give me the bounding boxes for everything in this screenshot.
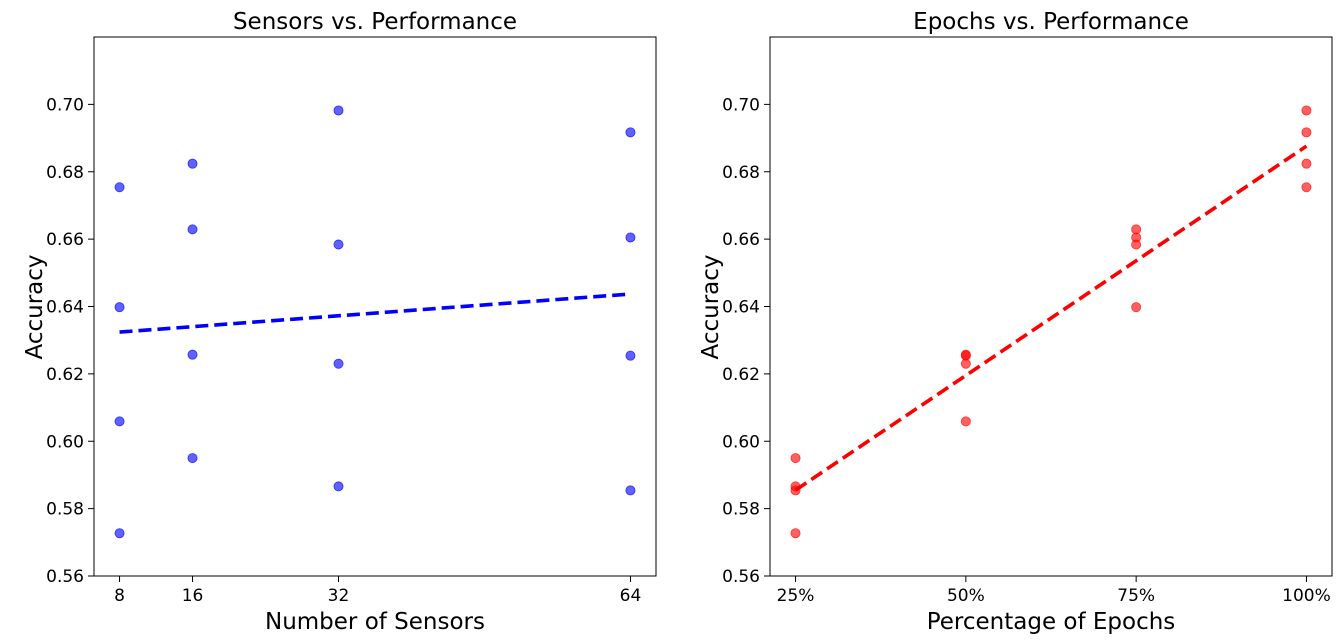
data-point: [114, 416, 125, 427]
data-point: [187, 224, 198, 235]
y-tick-label: 0.64: [722, 298, 760, 318]
plot-area: 0.56 0.58 0.60 0.62 0.64 0.66 0.68 0.70 8 16 32 64: [46, 36, 657, 606]
data-point: [1131, 302, 1142, 313]
x-axis-label: Percentage of Epochs: [927, 609, 1176, 635]
y-tick-label: 0.66: [46, 230, 84, 250]
sensors-panel: Sensors vs. Performance Number of Sensor…: [22, 9, 657, 635]
trend-line: [794, 144, 1308, 492]
y-tick-label: 0.58: [722, 500, 760, 520]
data-point: [625, 232, 636, 243]
data-point: [625, 127, 636, 138]
x-axis-label: Number of Sensors: [265, 609, 485, 635]
y-axis-label: Accuracy: [698, 254, 724, 359]
y-tick-label: 0.60: [46, 432, 84, 452]
x-tick-label: 100%: [1282, 586, 1331, 606]
data-point: [333, 105, 344, 116]
y-axis-label: Accuracy: [22, 254, 48, 359]
data-point: [625, 350, 636, 361]
plot-frame: [93, 36, 657, 577]
data-point: [1131, 224, 1142, 235]
data-point: [333, 481, 344, 492]
data-point: [625, 485, 636, 496]
y-tick-label: 0.70: [46, 95, 84, 115]
data-point: [960, 349, 971, 360]
y-tick-label: 0.64: [46, 298, 84, 318]
y-tick-label: 0.70: [722, 95, 760, 115]
data-point: [1301, 158, 1312, 169]
data-point: [960, 416, 971, 427]
data-point: [187, 158, 198, 169]
trend-line: [119, 292, 631, 334]
x-tick-label: 64: [620, 586, 642, 606]
data-point: [333, 358, 344, 369]
data-point: [114, 528, 125, 539]
plot-frame: [769, 36, 1333, 577]
data-point: [114, 302, 125, 313]
x-tick-label: 25%: [777, 586, 815, 606]
x-tick-label: 8: [114, 586, 125, 606]
x-tick-label: 75%: [1117, 586, 1155, 606]
data-point: [790, 528, 801, 539]
data-point: [1301, 127, 1312, 138]
y-tick-label: 0.68: [722, 163, 760, 183]
epochs-panel: Epochs vs. Performance Percentage of Epo…: [698, 9, 1333, 635]
x-tick-label: 32: [328, 586, 350, 606]
data-point: [1301, 105, 1312, 116]
data-point: [333, 239, 344, 250]
data-point: [790, 453, 801, 464]
y-tick-label: 0.62: [46, 365, 84, 385]
y-tick-label: 0.56: [722, 567, 760, 587]
y-tick-label: 0.60: [722, 432, 760, 452]
data-point: [187, 453, 198, 464]
chart-title: Sensors vs. Performance: [233, 9, 517, 35]
y-tick-label: 0.62: [722, 365, 760, 385]
x-tick-label: 16: [182, 586, 204, 606]
data-point: [187, 349, 198, 360]
y-tick-label: 0.68: [46, 163, 84, 183]
y-tick-label: 0.66: [722, 230, 760, 250]
data-point: [114, 182, 125, 193]
y-tick-label: 0.58: [46, 500, 84, 520]
y-tick-label: 0.56: [46, 567, 84, 587]
data-point: [1301, 182, 1312, 193]
plot-area: 0.56 0.58 0.60 0.62 0.64 0.66 0.68 0.70 25% 50% 75…: [722, 36, 1333, 606]
x-tick-label: 50%: [947, 586, 985, 606]
chart-title: Epochs vs. Performance: [913, 9, 1189, 35]
